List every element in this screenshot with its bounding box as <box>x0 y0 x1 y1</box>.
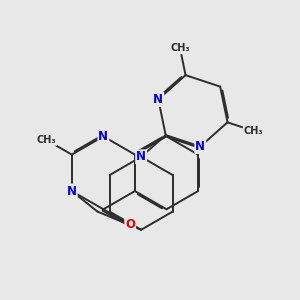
Text: N: N <box>195 140 205 153</box>
Text: O: O <box>125 218 135 231</box>
Text: CH₃: CH₃ <box>37 135 56 145</box>
Text: CH₃: CH₃ <box>244 126 263 136</box>
Text: N: N <box>98 130 108 143</box>
Text: N: N <box>136 150 146 164</box>
Text: N: N <box>153 93 163 106</box>
Text: CH₃: CH₃ <box>170 44 190 53</box>
Text: N: N <box>67 184 77 197</box>
